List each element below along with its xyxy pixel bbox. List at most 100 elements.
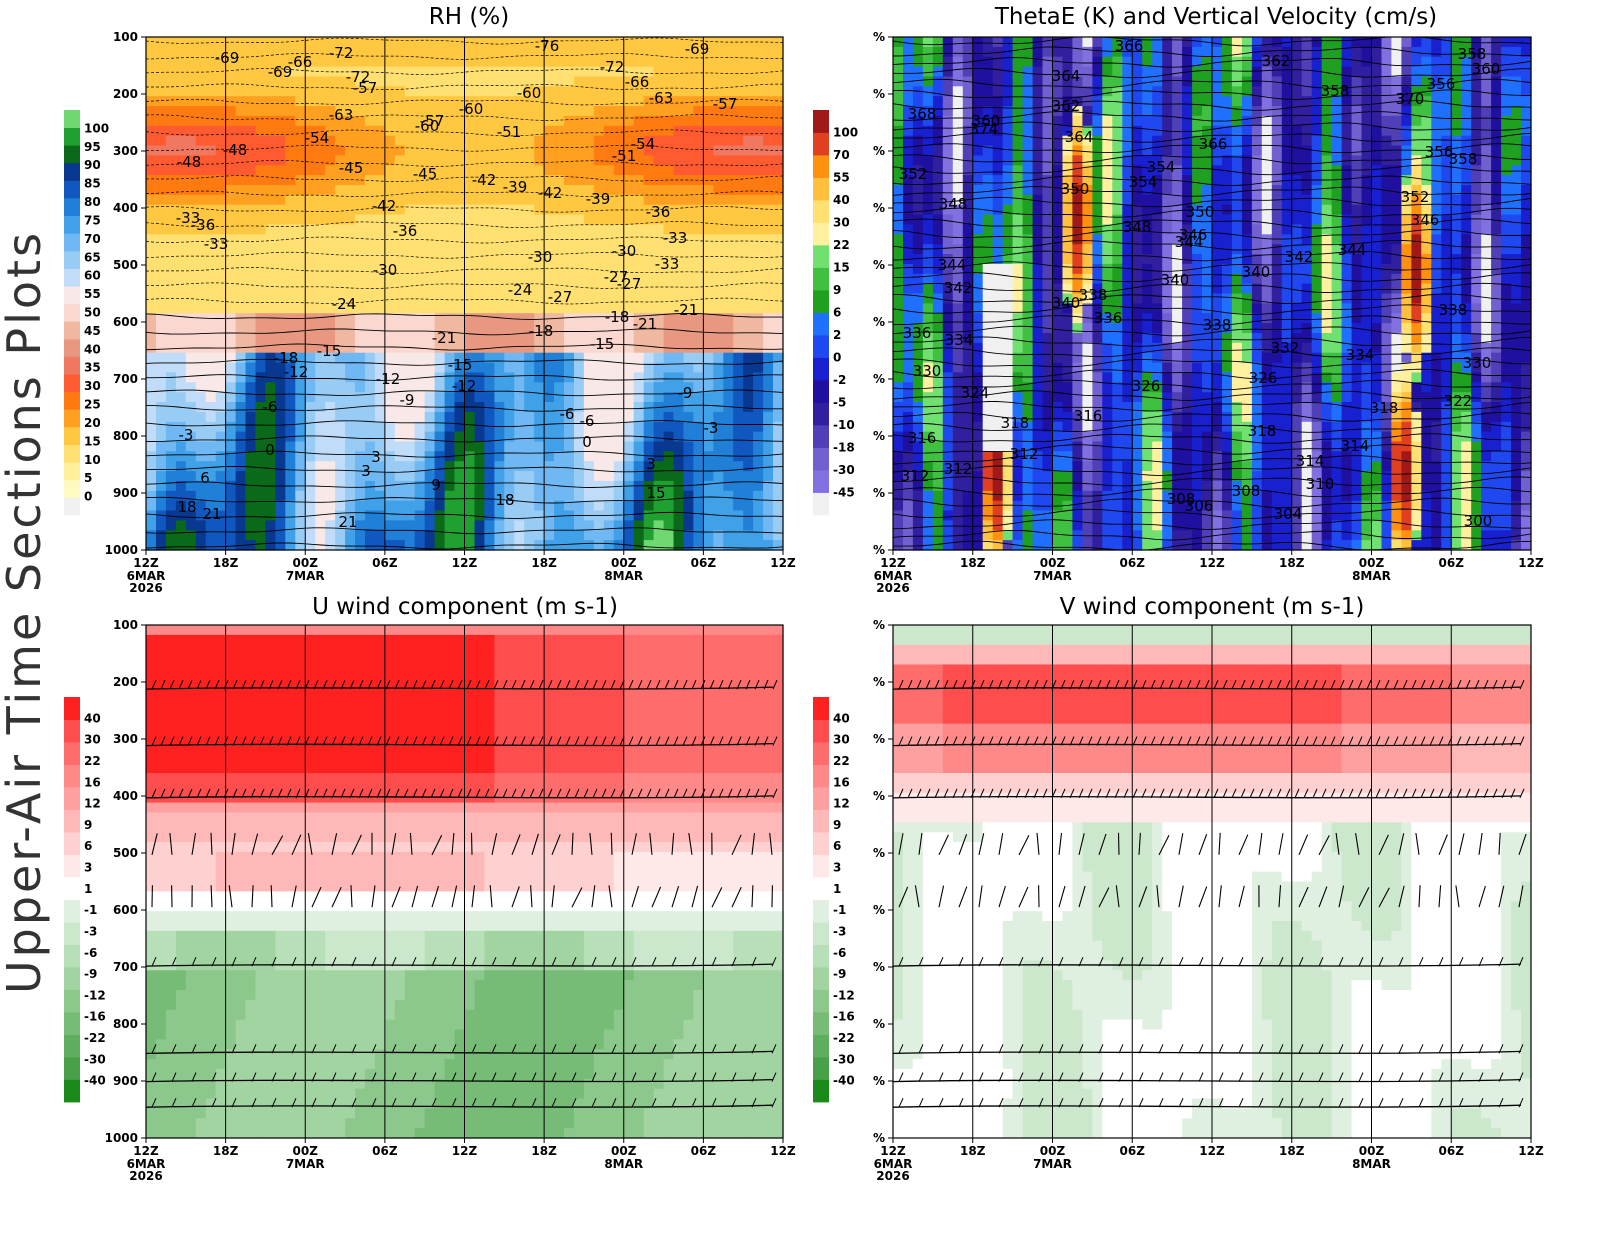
shade-cell <box>962 441 974 452</box>
shade-cell <box>564 155 575 166</box>
contour-label: -42 <box>472 171 497 189</box>
shade-cell <box>922 214 934 226</box>
shade-cell <box>365 234 376 245</box>
shade-cell <box>454 293 466 304</box>
shade-cell <box>623 76 635 87</box>
shade-cell <box>723 254 734 265</box>
shade-cell <box>484 254 495 265</box>
shade-cell <box>1002 76 1014 87</box>
shade-cell <box>514 441 525 452</box>
shade-cell <box>903 441 914 452</box>
shade-cell <box>1152 96 1163 107</box>
shade-cell <box>982 293 994 304</box>
shade-cell <box>1082 194 1093 206</box>
x-tick-label: 00Z <box>293 556 319 570</box>
shade-cell <box>524 204 535 216</box>
shade-cell <box>1022 185 1034 196</box>
shade-cell <box>285 441 296 452</box>
shade-cell <box>514 86 525 97</box>
shade-cell <box>1162 283 1173 295</box>
shade-cell <box>912 273 924 285</box>
shade-cell <box>414 244 426 255</box>
shade-cell <box>295 500 306 512</box>
shade-cell <box>305 115 316 127</box>
shade-cell <box>165 244 177 255</box>
shade-cell <box>255 106 267 117</box>
shade-cell <box>305 342 316 354</box>
shade-cell <box>564 323 575 334</box>
shade-cell <box>185 135 197 147</box>
shade-cell <box>1072 86 1083 97</box>
shade-cell <box>1102 540 1113 551</box>
shade-cell <box>743 441 754 452</box>
shade-cell <box>932 333 944 344</box>
shade-cell <box>534 500 545 512</box>
shade-cell <box>942 520 954 531</box>
shade-cell <box>1112 125 1123 137</box>
shade-cell <box>365 441 376 452</box>
shade-cell <box>454 352 466 364</box>
shade-cell <box>255 293 267 304</box>
shade-cell <box>355 76 366 87</box>
shade-cell <box>235 106 247 117</box>
shade-cell <box>663 471 675 482</box>
colorbar-label: 15 <box>84 434 101 448</box>
shade-cell <box>1042 66 1054 78</box>
shade-cell <box>374 135 386 147</box>
shade-cell <box>215 490 227 502</box>
shade-cell <box>1092 392 1103 403</box>
shade-cell <box>474 125 486 137</box>
shade-cell <box>384 175 396 186</box>
shade-cell <box>534 323 545 334</box>
shade-cell <box>146 56 157 68</box>
shade-cell <box>623 431 635 443</box>
shade-cell <box>703 471 714 482</box>
shade-cell <box>355 461 366 472</box>
shade-cell <box>1062 194 1074 206</box>
shade-cell <box>235 254 247 265</box>
shade-cell <box>384 56 396 68</box>
shade-cell <box>1112 431 1123 443</box>
shade-cell <box>613 244 625 255</box>
shade-cell <box>633 214 645 226</box>
shade-cell <box>972 76 984 87</box>
shade-cell <box>335 194 346 206</box>
shade-cell <box>285 175 296 186</box>
shade-cell <box>444 461 456 472</box>
shade-cell <box>504 56 515 68</box>
shade-cell <box>414 411 426 423</box>
shade-cell <box>1002 510 1014 521</box>
shade-cell <box>404 372 416 383</box>
shade-cell <box>454 224 466 235</box>
shade-cell <box>952 125 964 137</box>
shade-cell <box>912 263 924 275</box>
shade-cell <box>733 214 744 226</box>
shade-cell <box>932 530 944 541</box>
shade-cell <box>454 451 466 462</box>
shade-cell <box>454 135 466 147</box>
shade-cell <box>345 352 356 364</box>
shade-cell <box>474 540 486 551</box>
shade-cell <box>1102 402 1113 413</box>
shade-cell <box>275 155 286 166</box>
shade-cell <box>613 234 625 245</box>
shade-cell <box>1062 115 1074 127</box>
shade-cell <box>1132 224 1143 235</box>
shade-cell <box>484 323 495 334</box>
shade-cell <box>932 540 944 551</box>
shade-cell <box>365 214 376 226</box>
shade-cell <box>285 204 296 216</box>
shade-cell <box>613 500 625 512</box>
shade-cell <box>1042 461 1054 472</box>
shade-cell <box>374 115 386 127</box>
x-tick-label: 18Z <box>531 556 557 570</box>
shade-cell <box>633 244 645 255</box>
shade-cell <box>504 125 515 137</box>
shade-cell <box>743 106 754 117</box>
shade-cell <box>992 500 1004 512</box>
shade-cell <box>1112 451 1123 462</box>
shade-cell <box>564 303 575 314</box>
shade-cell <box>504 115 515 127</box>
shade-cell <box>534 303 545 314</box>
shade-cell <box>265 273 276 285</box>
